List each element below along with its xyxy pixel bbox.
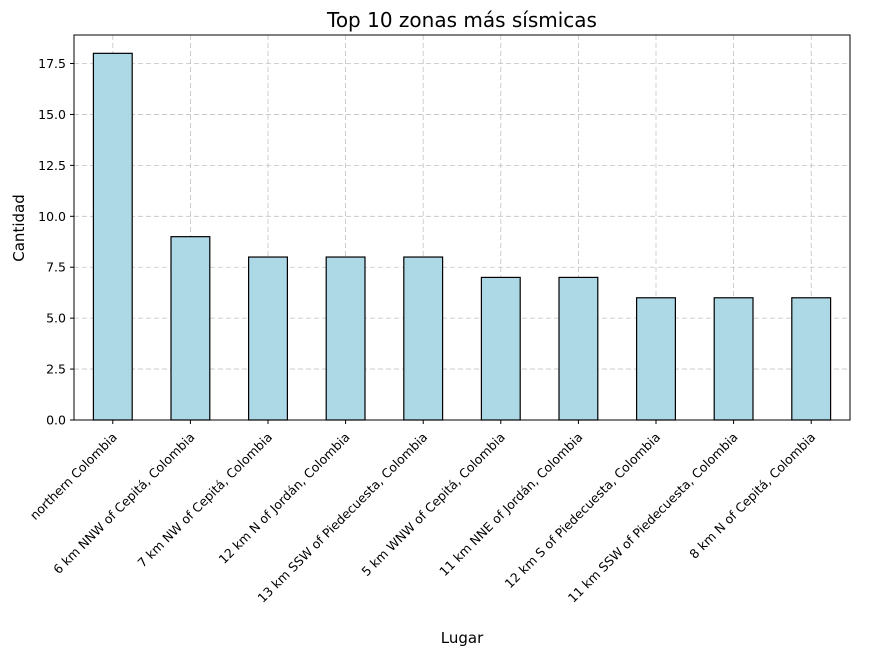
- x-tick-label: northern Colombia: [27, 430, 120, 523]
- bar: [170, 236, 211, 421]
- x-tick-label: 13 km SSW of Piedecuesta, Colombia: [254, 430, 430, 606]
- y-tick-label: 10.0: [38, 209, 66, 224]
- y-tick-label: 12.5: [38, 158, 66, 173]
- bar: [635, 297, 676, 421]
- x-tick-label: 11 km NNE of Jordán, Colombia: [436, 430, 585, 579]
- y-tick-label: 2.5: [46, 362, 66, 377]
- bar: [558, 276, 599, 421]
- y-tick-label: 7.5: [46, 260, 66, 275]
- y-tick-label: 5.0: [46, 311, 66, 326]
- axes-frame: [73, 34, 851, 421]
- y-axis: 0.0 2.5 5.0 7.5 10.0 12.5 15.0 17.5: [38, 56, 74, 428]
- bar: [480, 276, 521, 421]
- x-axis-label: Lugar: [441, 629, 484, 647]
- x-tick-label: 6 km NNW of Cepitá, Colombia: [50, 430, 197, 577]
- bar: [403, 256, 444, 421]
- x-tick-label: 11 km SSW of Piedecuesta, Colombia: [565, 430, 741, 606]
- x-tick-label: 7 km NW of Cepitá, Colombia: [134, 430, 275, 571]
- bar: [325, 256, 366, 421]
- bar: [248, 256, 289, 421]
- x-tick-label: 5 km WNW of Cepitá, Colombia: [358, 430, 508, 580]
- bar: [791, 297, 832, 421]
- bar: [92, 52, 133, 421]
- x-tick-label: 12 km N of Jordán, Colombia: [215, 430, 352, 567]
- y-tick-label: 17.5: [38, 56, 66, 71]
- x-tick-label: 8 km N of Cepitá, Colombia: [686, 430, 818, 562]
- y-tick-label: 15.0: [38, 107, 66, 122]
- y-tick-label: 0.0: [46, 413, 66, 428]
- y-axis-label: Cantidad: [10, 194, 28, 261]
- x-tick-label: 12 km S of Piedecuesta, Colombia: [502, 430, 664, 592]
- bars: [92, 52, 832, 421]
- bar: [713, 297, 754, 421]
- chart-title: Top 10 zonas más sísmicas: [326, 8, 597, 32]
